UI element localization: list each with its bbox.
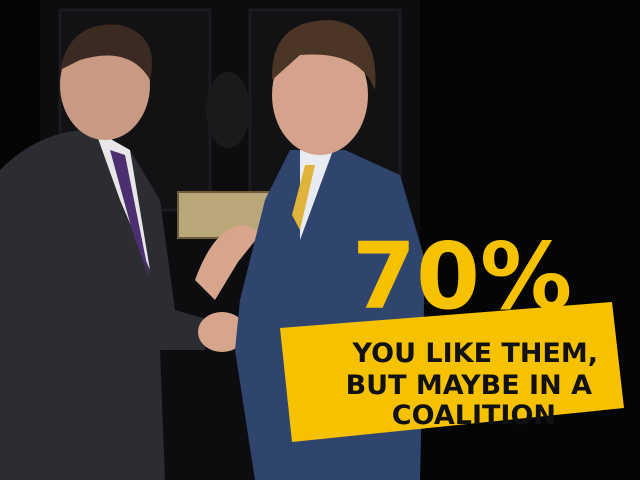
person-left-suit [0, 130, 210, 480]
person-left-hair [60, 24, 152, 80]
caption-line: COALITION [392, 400, 556, 431]
handshake [198, 312, 246, 352]
person-right-head [272, 35, 368, 155]
caption-banner [280, 302, 624, 442]
raised-hand [195, 225, 262, 300]
person-right-hair [271, 20, 376, 90]
person-left-tie [110, 150, 150, 280]
person-right-tie [292, 165, 315, 230]
door-knocker [206, 72, 250, 148]
caption-line: YOU LIKE THEM, [352, 338, 598, 369]
caption-line: BUT MAYBE IN A [346, 370, 593, 401]
